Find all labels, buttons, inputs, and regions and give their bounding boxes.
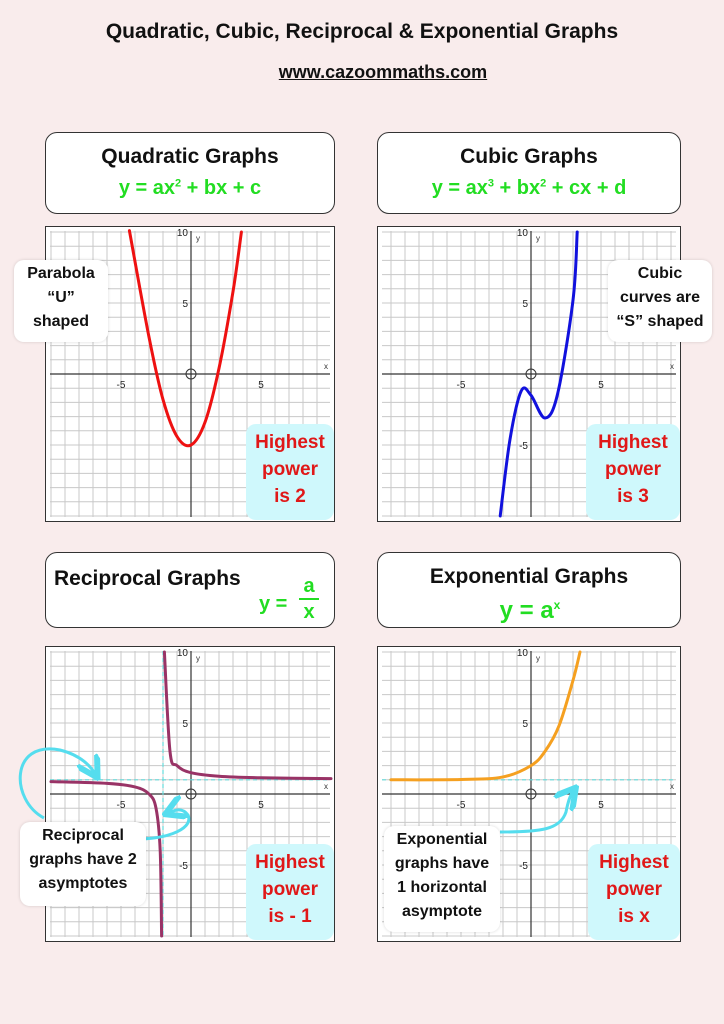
y-tick-label: -5 (179, 861, 188, 872)
origin-marker (185, 788, 197, 800)
exponential-formula: y = ax (499, 597, 561, 624)
cubic-curve-0 (498, 230, 579, 518)
x-tick-label: -5 (457, 380, 466, 391)
origin-marker (525, 368, 537, 380)
x-axis-label: x (324, 362, 328, 371)
y-tick-label: -5 (519, 861, 528, 872)
x-tick-label: 5 (598, 800, 604, 811)
x-axis-label: x (670, 782, 674, 791)
quadratic-power-box: Highest power is 2 (246, 424, 334, 520)
y-axis-label: y (536, 654, 540, 663)
y-tick-label: 10 (177, 228, 189, 239)
x-tick-label: -5 (117, 380, 126, 391)
cubic-note: Cubic curves are “S” shaped (608, 260, 712, 342)
x-tick-label: 5 (598, 380, 604, 391)
cubic-heading-box: Cubic Graphs y = ax3 + bx2 + cx + d (377, 132, 681, 214)
quadratic-heading: Quadratic Graphs (101, 145, 279, 168)
exponential-heading: Exponential Graphs (429, 565, 629, 588)
cubic-power-box: Highest power is 3 (586, 424, 680, 520)
y-axis-label: y (196, 654, 200, 663)
reciprocal-heading: Reciprocal Graphs (54, 567, 241, 590)
exponential-heading-box: Exponential Graphs y = ax (377, 552, 681, 628)
y-tick-label: 10 (517, 228, 529, 239)
x-tick-label: -5 (457, 800, 466, 811)
reciprocal-curve-1 (49, 780, 164, 938)
y-tick-label: 5 (522, 719, 528, 730)
y-tick-label: 5 (182, 299, 188, 310)
cubic-heading: Cubic Graphs (460, 145, 598, 168)
y-tick-label: 5 (522, 299, 528, 310)
x-tick-label: 5 (258, 380, 264, 391)
exponential-power-box: Highest power is x (588, 844, 680, 940)
x-axis-label: x (324, 782, 328, 791)
x-tick-label: -5 (117, 800, 126, 811)
x-axis-label: x (670, 362, 674, 371)
reciprocal-fraction: a x (299, 575, 319, 623)
y-axis-label: y (196, 234, 200, 243)
y-tick-label: 5 (182, 719, 188, 730)
quadratic-heading-box: Quadratic Graphs y = ax2 + bx + c (45, 132, 335, 214)
cubic-formula: y = ax3 + bx2 + cx + d (431, 177, 627, 199)
quadratic-note: Parabola “U” shaped (14, 260, 108, 342)
x-tick-label: 5 (258, 800, 264, 811)
quadratic-formula: y = ax2 + bx + c (118, 177, 262, 199)
exponential-curve-0 (389, 650, 582, 782)
reciprocal-note: Reciprocal graphs have 2 asymptotes (20, 822, 146, 906)
origin-marker (185, 368, 197, 380)
reciprocal-formula-prefix: y = (259, 593, 288, 615)
reciprocal-heading-box: Reciprocal Graphs y = a x (45, 552, 335, 628)
quadratic-curve-0 (127, 229, 243, 448)
page-title: Quadratic, Cubic, Reciprocal & Exponenti… (105, 20, 619, 43)
y-tick-label: -5 (519, 441, 528, 452)
y-axis-label: y (536, 234, 540, 243)
website-link[interactable]: www.cazoommaths.com (278, 62, 488, 82)
exponential-note: Exponential graphs have 1 horizontal asy… (384, 826, 500, 932)
y-tick-label: 10 (517, 648, 529, 659)
y-tick-label: 10 (177, 648, 189, 659)
reciprocal-curve-0 (162, 650, 333, 781)
reciprocal-power-box: Highest power is - 1 (246, 844, 334, 940)
